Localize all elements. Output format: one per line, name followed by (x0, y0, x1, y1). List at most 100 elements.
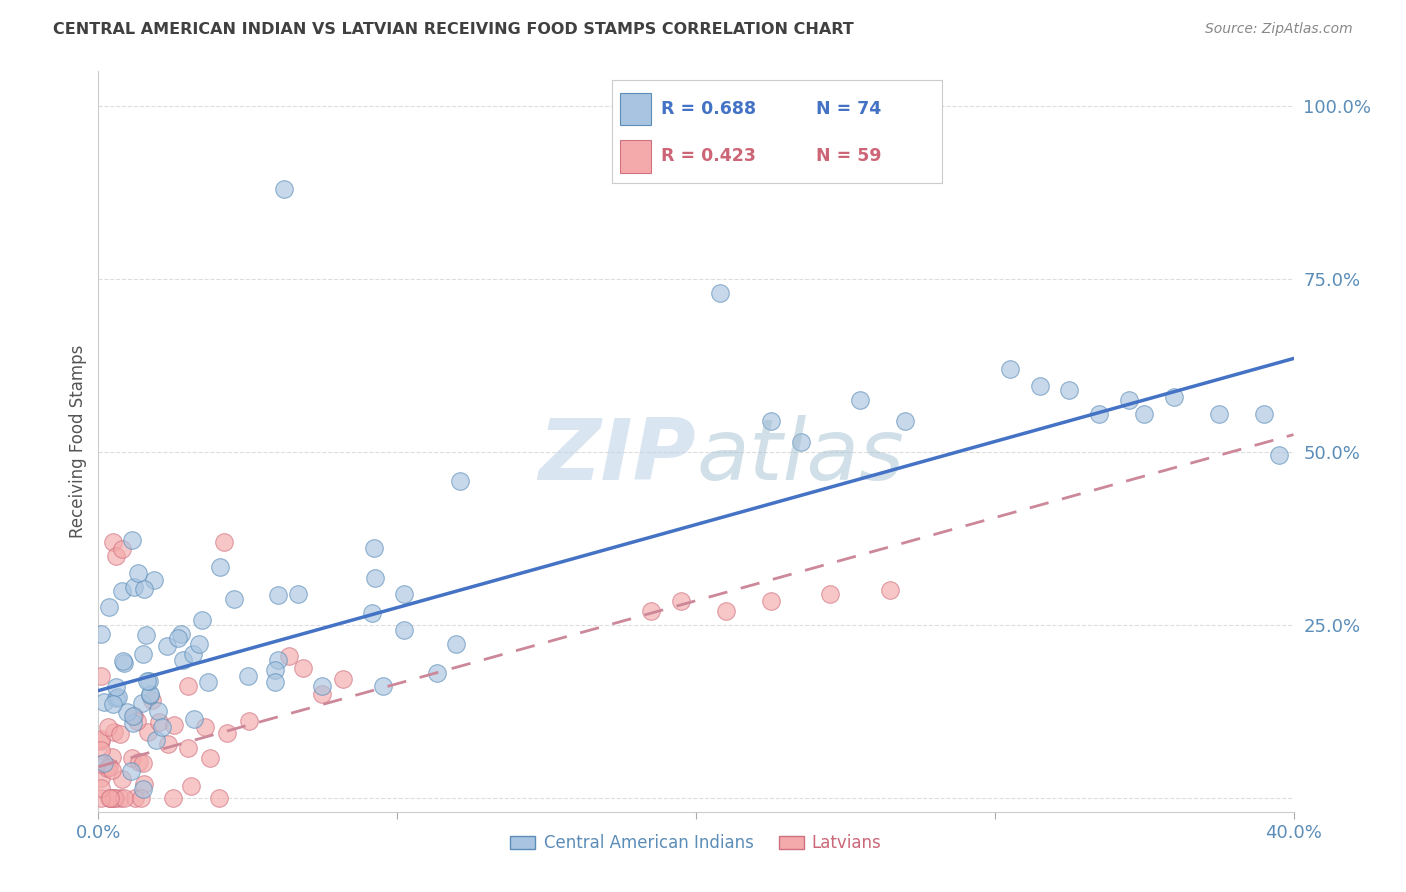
Point (311, 687, 333, 701)
Point (93, 696, 115, 710)
Point (373, 679, 395, 693)
Point (849, 392, 872, 407)
FancyBboxPatch shape (620, 93, 651, 126)
Point (139, 688, 162, 702)
Point (100, 790, 122, 805)
Point (97, 721, 120, 735)
Point (101, 763, 124, 777)
Point (97, 760, 120, 774)
Point (449, 475, 471, 489)
Point (110, 727, 132, 741)
Point (264, 674, 287, 689)
Point (135, 628, 157, 642)
Point (172, 653, 194, 667)
Point (714, 604, 737, 618)
Point (163, 717, 186, 731)
Point (194, 720, 217, 734)
Point (111, 583, 134, 598)
Legend: Central American Indians, Latvians: Central American Indians, Latvians (503, 828, 889, 859)
Point (105, 549, 128, 563)
Point (1267, 449, 1289, 463)
Point (127, 566, 149, 580)
Point (669, 593, 692, 607)
Point (142, 573, 165, 587)
Point (998, 362, 1021, 376)
Point (266, 652, 288, 666)
Point (122, 709, 145, 723)
Point (162, 790, 184, 805)
Point (444, 637, 467, 651)
Point (238, 669, 260, 683)
Point (156, 639, 179, 653)
Point (122, 709, 145, 723)
Point (93, 756, 115, 770)
Point (124, 790, 146, 805)
Point (278, 648, 301, 663)
Point (103, 790, 125, 805)
Point (759, 414, 782, 428)
Text: N = 59: N = 59 (817, 147, 882, 165)
Point (125, 714, 148, 729)
Point (1028, 379, 1050, 393)
Point (115, 705, 138, 719)
Point (103, 724, 125, 739)
Point (90, 790, 112, 805)
Point (104, 790, 127, 805)
Point (789, 434, 811, 449)
Point (135, 673, 157, 688)
Y-axis label: Receiving Food Stamps: Receiving Food Stamps (69, 345, 87, 538)
Point (107, 690, 129, 705)
Point (332, 672, 354, 686)
Point (217, 726, 239, 740)
Point (111, 772, 134, 787)
Point (267, 588, 290, 602)
Point (90, 743, 112, 757)
Point (96, 761, 118, 775)
Point (426, 666, 449, 681)
Point (894, 414, 917, 428)
Point (1253, 407, 1275, 421)
Point (136, 724, 159, 739)
Point (90, 732, 112, 747)
Point (90, 756, 112, 771)
Point (170, 626, 193, 640)
Point (1118, 392, 1140, 407)
Point (111, 654, 134, 668)
Point (392, 587, 415, 601)
Point (224, 591, 246, 606)
Point (111, 541, 134, 556)
Point (128, 755, 150, 769)
Point (134, 582, 156, 596)
Point (98, 790, 121, 805)
Point (1163, 390, 1185, 404)
Point (157, 737, 180, 751)
Point (198, 751, 221, 765)
Point (291, 661, 314, 675)
Point (394, 623, 416, 637)
Point (1088, 407, 1111, 421)
Point (132, 756, 155, 770)
Point (108, 790, 131, 805)
Point (209, 560, 232, 574)
Point (146, 704, 169, 718)
Point (364, 572, 387, 586)
Point (759, 593, 782, 607)
Text: R = 0.423: R = 0.423 (661, 147, 756, 165)
Point (138, 674, 160, 689)
Point (98, 790, 121, 805)
Point (132, 647, 155, 661)
Point (122, 580, 145, 594)
Point (141, 693, 163, 707)
Point (90, 771, 112, 785)
Point (122, 715, 145, 730)
Point (212, 534, 235, 549)
Text: N = 74: N = 74 (817, 100, 882, 118)
Point (131, 696, 153, 710)
Point (90, 669, 112, 683)
Point (1208, 407, 1230, 421)
Point (197, 674, 219, 689)
Point (145, 733, 167, 747)
Point (287, 587, 309, 601)
Point (121, 750, 143, 764)
Point (98, 599, 121, 614)
